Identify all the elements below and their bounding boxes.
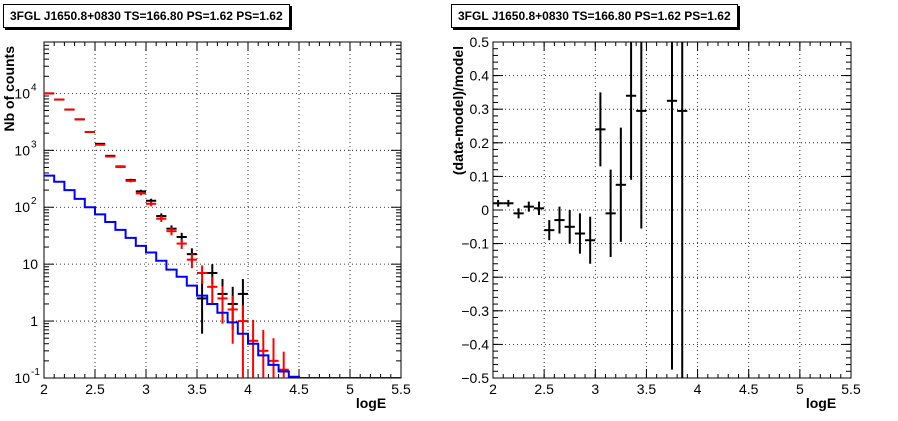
y-tick-exponent: 2 <box>31 196 37 207</box>
x-tick-label: 4.5 <box>739 381 759 397</box>
y-tick-label: 10 <box>14 85 30 101</box>
left-chart-title: 3FGL J1650.8+0830 TS=166.80 PS=1.62 PS=1… <box>3 4 290 28</box>
x-tick-label: 5 <box>346 381 354 397</box>
y-axis-label: Nb of counts <box>1 46 17 132</box>
x-tick-label: 3.5 <box>187 381 207 397</box>
x-tick-label: 2 <box>489 381 497 397</box>
x-tick-label: 4.5 <box>289 381 309 397</box>
plot-area <box>493 42 688 378</box>
y-tick-label: 10 <box>14 199 30 215</box>
x-tick-label: 5 <box>796 381 804 397</box>
y-tick-label: 0.3 <box>470 101 490 117</box>
y-tick-label: −0.4 <box>461 336 489 352</box>
y-tick-exponent: -1 <box>31 367 40 378</box>
x-tick-label: 4 <box>244 381 252 397</box>
x-tick-label: 2.5 <box>85 381 105 397</box>
y-tick-label: 0.2 <box>470 135 490 151</box>
x-tick-label: 3 <box>142 381 150 397</box>
y-tick-label: 10 <box>14 142 30 158</box>
y-tick-label: 0.5 <box>470 34 490 50</box>
x-axis-label: logE <box>356 395 386 411</box>
x-tick-label: 2 <box>40 381 48 397</box>
x-tick-label: 3.5 <box>637 381 657 397</box>
plot-area <box>44 92 401 378</box>
right-chart-title: 3FGL J1650.8+0830 TS=166.80 PS=1.62 PS=1… <box>451 4 738 28</box>
y-tick-label: 0 <box>481 202 489 218</box>
y-tick-label: 0.1 <box>470 168 490 184</box>
x-axis-label: logE <box>806 395 836 411</box>
x-tick-label: 5.5 <box>391 381 411 397</box>
y-tick-label: 10 <box>22 256 38 272</box>
y-tick-label: 10 <box>14 370 30 386</box>
y-tick-exponent: 4 <box>31 82 37 93</box>
y-tick-label: 1 <box>30 313 38 329</box>
x-tick-label: 3 <box>591 381 599 397</box>
y-tick-label: 0.4 <box>470 68 490 84</box>
y-tick-exponent: 3 <box>31 139 37 150</box>
x-tick-label: 4 <box>694 381 702 397</box>
x-tick-label: 5.5 <box>841 381 861 397</box>
y-tick-label: −0.5 <box>461 370 489 386</box>
y-axis-label: (data-model)/model <box>450 46 466 175</box>
y-tick-label: −0.1 <box>461 236 489 252</box>
model-step-line <box>44 174 401 378</box>
x-tick-label: 2.5 <box>534 381 554 397</box>
y-tick-label: −0.2 <box>461 269 489 285</box>
y-tick-label: −0.3 <box>461 303 489 319</box>
